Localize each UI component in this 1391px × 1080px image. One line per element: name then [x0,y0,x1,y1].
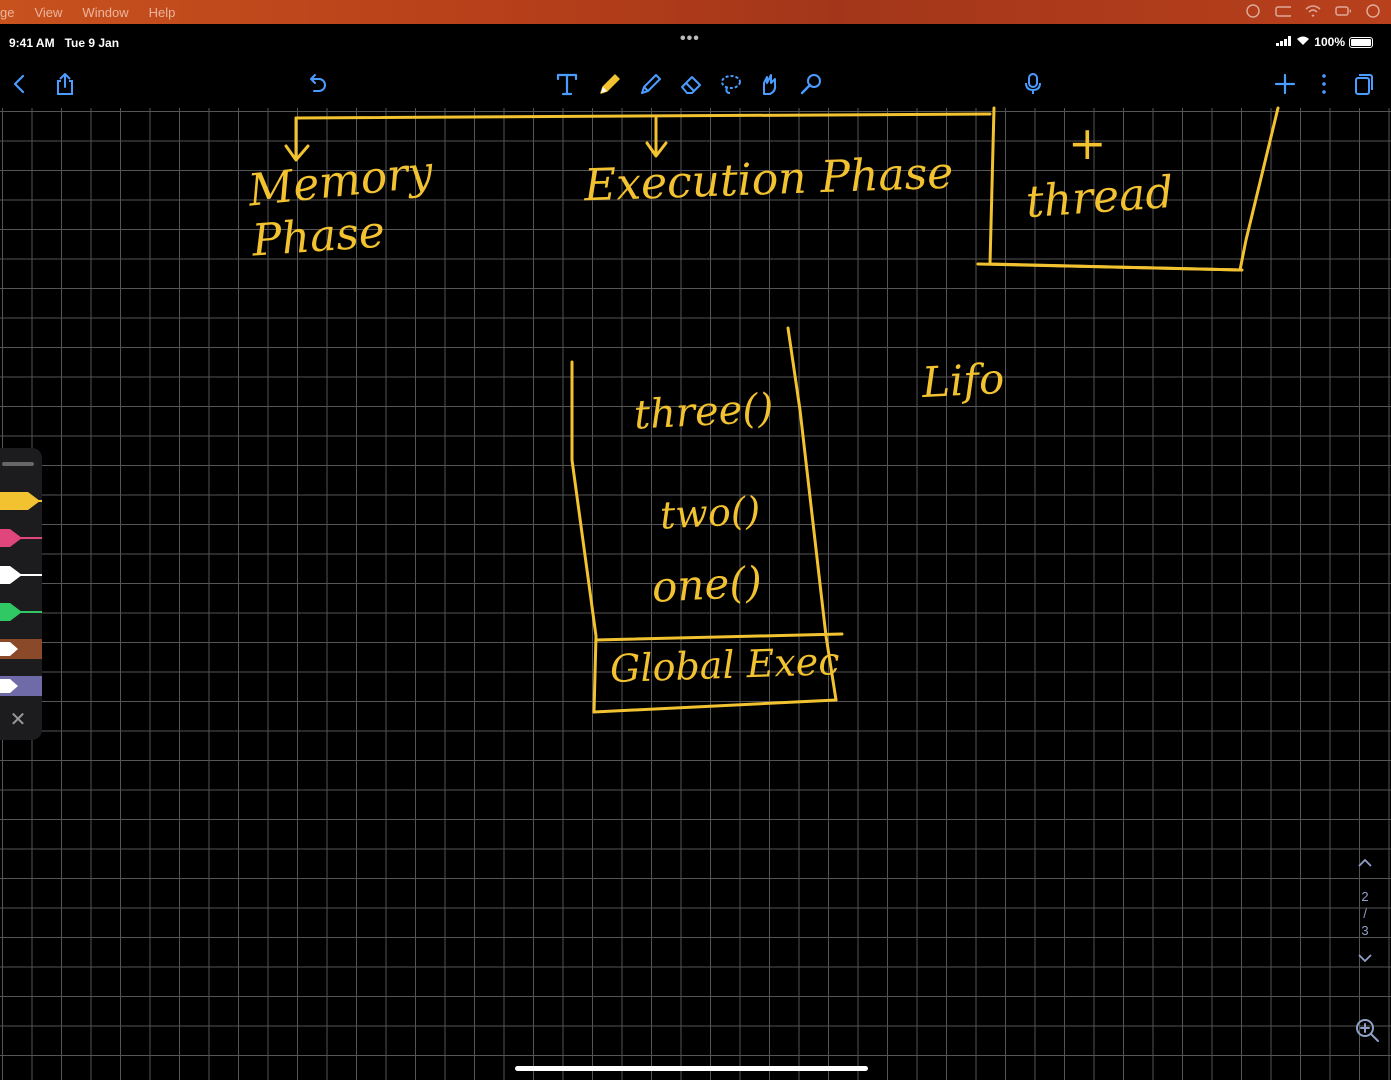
battery-percent: 100% [1314,35,1345,49]
ink-execution-phase-text: Execution Phase [583,147,955,212]
mac-status-icons [1245,3,1381,19]
pen-white[interactable] [0,562,42,588]
page-navigator: 2 / 3 [1353,852,1377,969]
record-icon[interactable] [1245,3,1261,19]
menu-item-view[interactable]: View [34,4,63,20]
chevron-up-icon[interactable] [1353,852,1377,874]
battery-icon [1349,36,1373,48]
ink-phase-text: Phase [250,206,387,267]
add-page-icon[interactable] [1267,62,1303,106]
pen-yellow[interactable] [0,488,42,514]
home-indicator[interactable] [515,1066,868,1071]
status-time: 9:41 AM Tue 9 Jan [9,36,119,50]
ink-two-text: two() [658,488,762,538]
camera-icon[interactable] [1275,3,1291,19]
ink-three-text: three() [632,385,775,439]
highlighter-purple[interactable] [0,673,42,699]
wifi-status-icon [1296,35,1310,49]
pen-pink[interactable] [0,525,42,551]
shapes-tool-icon[interactable] [752,62,788,106]
current-page: 2 [1361,889,1369,904]
zoom-in-icon[interactable] [1353,1016,1381,1044]
status-date-text: Tue 9 Jan [64,36,120,50]
more-icon[interactable] [1306,62,1342,106]
pen-tray-handle[interactable] [2,462,34,466]
eraser-tool-icon[interactable] [673,62,709,106]
ink-plus-text: + [1068,116,1107,170]
undo-icon[interactable] [298,62,334,106]
lasso-tool-icon[interactable] [713,62,749,106]
mac-menubar: ge View Window Help [0,0,1391,24]
back-icon[interactable] [2,62,38,106]
chevron-down-icon[interactable] [1353,947,1377,969]
control-center-icon[interactable] [1335,3,1351,19]
laser-pointer-icon[interactable] [793,62,829,106]
ipad-status-bar: 9:41 AM Tue 9 Jan ••• 100% [0,28,1391,56]
ink-one-text: one() [650,557,764,612]
microphone-icon[interactable] [1015,62,1051,106]
pen-tool-icon[interactable] [592,62,628,106]
text-tool-icon[interactable] [549,62,585,106]
menu-item-window[interactable]: Window [82,4,129,20]
ink-global-exec-text: Global Exec [609,639,841,691]
ink-lifo-text: Lifo [920,353,1006,408]
menu-item-help[interactable]: Help [148,4,176,20]
wifi-icon[interactable] [1305,3,1321,19]
total-pages: 3 [1361,923,1369,938]
pen-tray: ✕ [0,448,42,740]
status-right: 100% [1276,35,1373,49]
menu-item-ge[interactable]: ge [0,4,15,20]
share-icon[interactable] [47,62,83,106]
page-separator: / [1363,906,1367,921]
highlighter-brown[interactable] [0,636,42,662]
status-time-text: 9:41 AM [9,36,55,50]
pen-green[interactable] [0,599,42,625]
ink-thread-text: thread [1024,166,1176,229]
highlighter-tool-icon[interactable] [633,62,669,106]
cellular-icon [1276,35,1292,49]
close-icon[interactable]: ✕ [9,709,27,731]
pages-icon[interactable] [1345,62,1381,106]
multitasking-dots[interactable]: ••• [680,30,700,47]
siri-icon[interactable] [1365,3,1381,19]
notes-toolbar [0,62,1391,106]
